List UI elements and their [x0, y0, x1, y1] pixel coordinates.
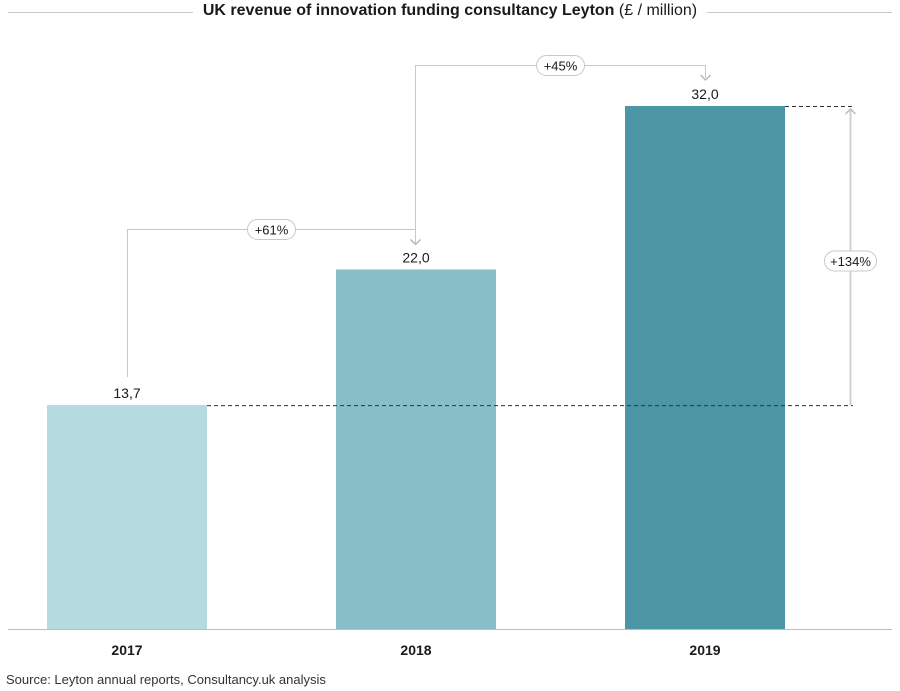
chart-title-unit: (£ / million): [618, 2, 698, 19]
growth-2018-2019-pill: [536, 55, 585, 76]
growth-2017-2018-label: +61%: [255, 223, 289, 238]
bar-2019: [625, 106, 785, 629]
total-growth-pill: [824, 250, 877, 272]
growth-arrowhead-2019: [699, 74, 712, 82]
growth-arrowhead-2018: [409, 238, 422, 246]
growth-2018-2019-label: +45%: [544, 59, 578, 74]
source-note: Source: Leyton annual reports, Consultan…: [6, 672, 326, 687]
bar-chart: 13,7 2017 22,0 2018 32,0 2019 +61% +45% +134%: [8, 55, 892, 658]
x-tick-label-2019: 2019: [689, 642, 720, 658]
total-growth-arrowhead: [844, 107, 857, 115]
chart-title: UK revenue of innovation funding consult…: [0, 2, 900, 20]
x-tick-label-2017: 2017: [111, 642, 142, 658]
chart-title-main: UK revenue of innovation funding consult…: [202, 2, 615, 19]
value-label-2017: 13,7: [113, 385, 140, 401]
chart-title-bar: UK revenue of innovation funding consult…: [0, 0, 900, 26]
x-tick-label-2018: 2018: [400, 642, 431, 658]
bar-2017: [47, 405, 207, 629]
total-growth-label: +134%: [830, 254, 871, 269]
value-label-2018: 22,0: [402, 249, 429, 265]
growth-2017-2018-pill: [247, 219, 296, 240]
bar-2018: [336, 269, 496, 629]
value-label-2019: 32,0: [691, 86, 718, 102]
